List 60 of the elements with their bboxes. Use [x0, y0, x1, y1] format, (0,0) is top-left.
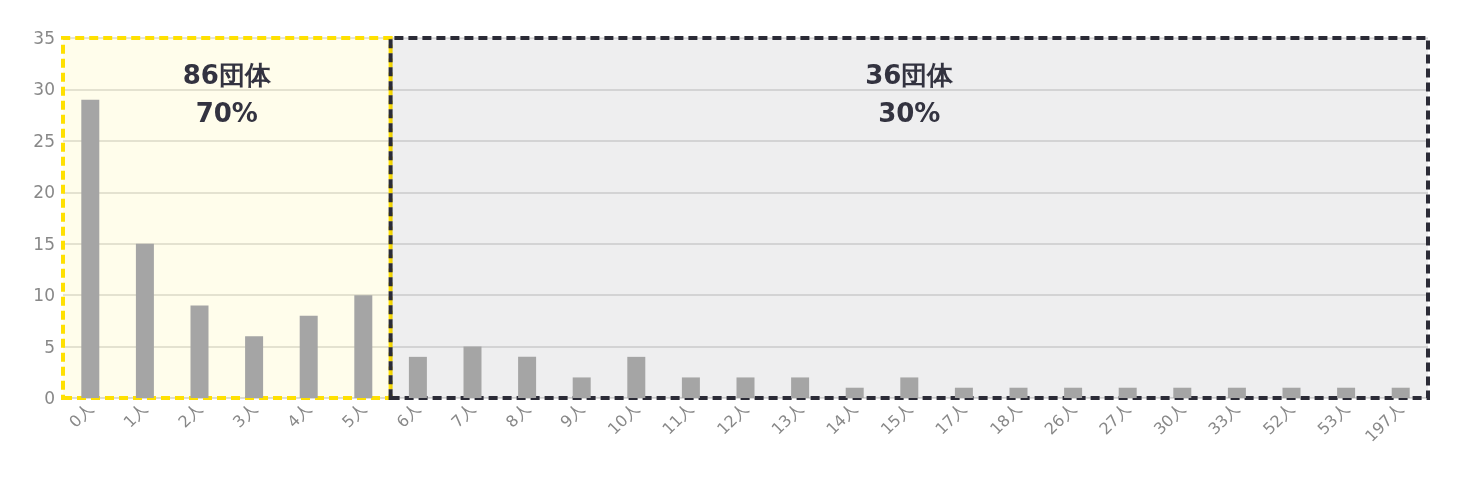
bar [408, 356, 427, 398]
x-tick-label: 15人 [876, 399, 917, 439]
bar [299, 315, 318, 398]
x-tick-label: 1人 [119, 399, 152, 432]
x-tick-label: 14人 [822, 399, 862, 439]
bar [245, 336, 264, 398]
band-label: 86団体 70% [182, 60, 272, 128]
y-tick-label: 10 [33, 285, 55, 306]
x-tick-label: 13人 [767, 399, 807, 439]
bar [1009, 387, 1028, 398]
x-tick-label: 18人 [986, 399, 1026, 439]
bar [463, 346, 482, 398]
x-tick-label: 197人 [1361, 399, 1408, 446]
bar [1173, 387, 1192, 398]
x-tick-label: 10人 [603, 399, 644, 439]
x-tick-label: 8人 [501, 399, 534, 432]
bar [1118, 387, 1137, 398]
x-tick-label: 53人 [1313, 399, 1353, 439]
bar [1337, 387, 1356, 398]
bar [1391, 387, 1410, 398]
x-tick-label: 4人 [283, 399, 316, 432]
x-tick-label: 26人 [1040, 399, 1080, 439]
bar [791, 377, 810, 398]
x-tick-label: 5人 [338, 399, 371, 432]
bar [900, 377, 919, 398]
x-tick-label: 52人 [1259, 399, 1299, 439]
x-tick-label: 12人 [713, 399, 753, 439]
bar [845, 387, 864, 398]
y-tick-label: 30 [33, 79, 55, 100]
x-tick-label: 17人 [931, 399, 971, 439]
y-tick-label: 5 [44, 336, 55, 357]
x-tick-label: 7人 [447, 399, 480, 432]
x-tick-label: 9人 [556, 399, 589, 432]
bar [572, 377, 591, 398]
bar [736, 377, 755, 398]
x-tick-label: 11人 [658, 399, 698, 439]
x-tick-label: 33人 [1204, 399, 1244, 439]
y-tick-label: 35 [33, 28, 55, 48]
y-tick-label: 15 [33, 233, 55, 254]
y-tick-label: 20 [33, 182, 55, 203]
y-tick-label: 0 [44, 388, 55, 408]
x-tick-label: 6人 [392, 399, 425, 432]
bar [1282, 387, 1301, 398]
bar [681, 377, 700, 398]
bar [81, 99, 100, 398]
x-tick-label: 0人 [65, 399, 98, 432]
x-tick-label: 30人 [1149, 399, 1190, 439]
bar [1227, 387, 1246, 398]
bar [518, 356, 537, 398]
bar [1064, 387, 1083, 398]
bar [135, 243, 154, 398]
bar [627, 356, 646, 398]
bar [354, 295, 373, 398]
bar [954, 387, 973, 398]
bar [190, 305, 209, 398]
y-tick-label: 25 [33, 130, 55, 151]
x-tick-label: 27人 [1095, 399, 1135, 439]
band-label: 36団体 30% [865, 60, 955, 128]
x-tick-label: 3人 [228, 399, 261, 432]
x-tick-label: 2人 [174, 399, 207, 432]
